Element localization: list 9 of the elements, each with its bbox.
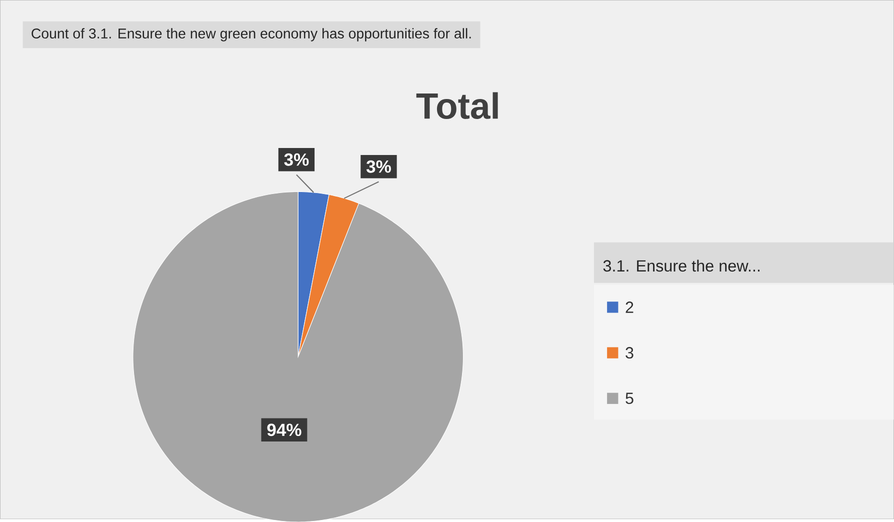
chart-title: Total bbox=[416, 92, 498, 119]
data-label: 94% bbox=[267, 424, 302, 436]
legend-label: 2 bbox=[626, 301, 634, 313]
legend-label: 5 bbox=[626, 392, 634, 404]
text: Count of 3.1. Ensure the new green economy has opportunities for all. bbox=[32, 28, 471, 42]
data-label: 3% bbox=[284, 153, 309, 166]
legend-title: 3.1. Ensure the new... bbox=[603, 260, 760, 272]
legend-label: 3 bbox=[626, 346, 634, 358]
data-label: 3% bbox=[366, 160, 391, 173]
